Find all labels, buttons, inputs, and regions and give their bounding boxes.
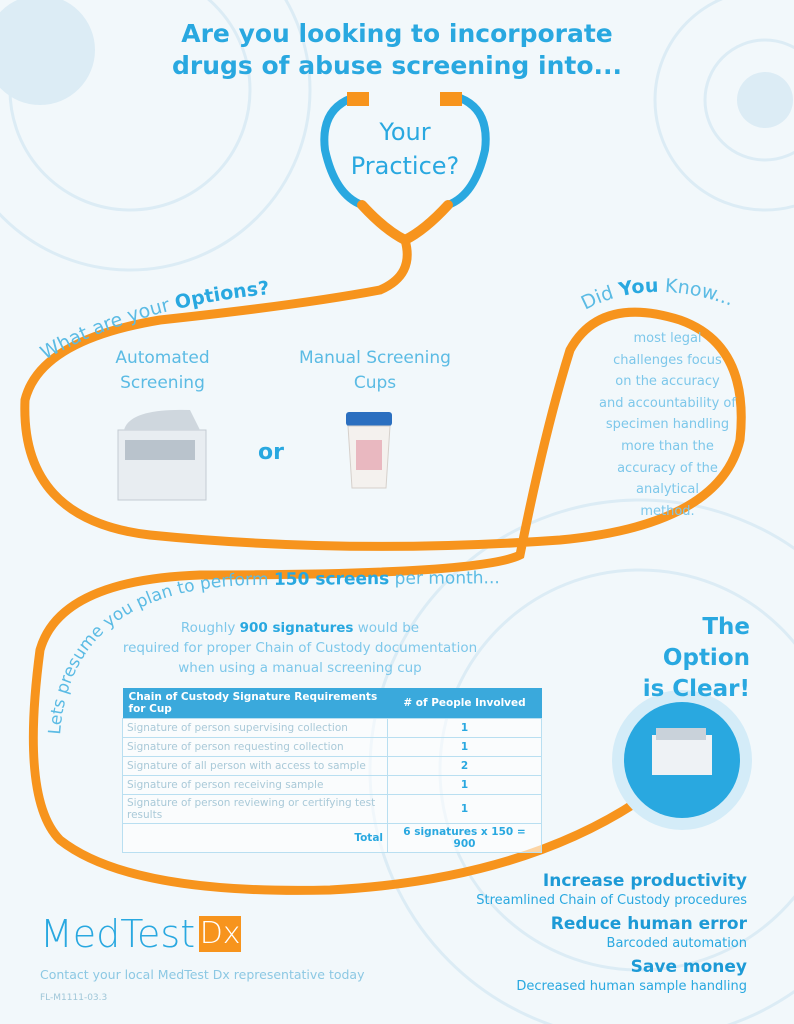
or-text: or	[258, 440, 284, 465]
orange-tube	[20, 235, 746, 895]
benefit-subtitle: Streamlined Chain of Custody procedures	[476, 893, 747, 908]
automated-analyzer-image	[117, 409, 207, 501]
header-requirement: Chain of Custody Signature Requirements …	[122, 688, 388, 719]
total-value: 6 signatures x 150 = 900	[387, 823, 542, 853]
people-count-cell: 1	[387, 775, 542, 795]
benefit-title: Reduce human error	[550, 914, 747, 934]
custody-table: Chain of Custody Signature Requirements …	[122, 688, 542, 853]
analyzer-image-small	[652, 728, 712, 775]
header-people: # of People Involved	[387, 688, 542, 719]
requirement-cell: Signature of all person with access to s…	[122, 756, 388, 776]
requirement-cell: Signature of person supervising collecti…	[122, 718, 388, 738]
total-label: Total	[122, 823, 388, 853]
screening-cup-image	[346, 412, 392, 489]
benefits-list: Increase productivity Streamlined Chain o…	[476, 870, 747, 999]
did-you-know-line: method.	[640, 503, 695, 519]
document-code: FL-M1111-03.3	[40, 993, 108, 1003]
total-row: Total 6 signatures x 150 = 900	[122, 823, 542, 853]
people-count-cell: 1	[387, 718, 542, 738]
table-row: Signature of person reviewing or certify…	[122, 794, 542, 824]
table-row: Signature of person supervising collecti…	[122, 718, 542, 738]
your-practice-text: Your Practice?	[350, 118, 460, 180]
did-you-know-line: challenges focus	[613, 352, 722, 368]
did-you-know-line: most legal	[633, 331, 702, 346]
people-count-cell: 2	[387, 756, 542, 776]
benefit-subtitle: Barcoded automation	[606, 936, 747, 951]
automated-screening-label: Automated Screening	[115, 348, 210, 393]
people-count-cell: 1	[387, 794, 542, 824]
benefit-subtitle: Decreased human sample handling	[516, 979, 747, 994]
table-row: Signature of all person with access to s…	[122, 756, 542, 776]
did-you-know-line: more than the	[621, 438, 714, 454]
did-you-know-line: analytical	[636, 482, 699, 498]
table-row: Signature of person receiving sample 1	[122, 775, 542, 795]
did-you-know-line: and accountability of	[599, 395, 736, 411]
requirement-cell: Signature of person receiving sample	[122, 775, 388, 795]
table-row: Signature of person requesting collectio…	[122, 737, 542, 757]
did-you-know-text: most legal challenges focus on the accurac…	[585, 328, 750, 522]
did-you-know-heading: Did You Know...	[578, 275, 737, 315]
signatures-summary: Roughly 900 signatures would be required…	[122, 620, 478, 676]
people-count-cell: 1	[387, 737, 542, 757]
did-you-know-line: accuracy of the	[617, 460, 718, 476]
manual-cups-label: Manual Screening Cups	[299, 348, 451, 393]
benefit-title: Increase productivity	[542, 871, 747, 891]
requirement-cell: Signature of person requesting collectio…	[122, 737, 388, 757]
requirement-cell: Signature of person reviewing or certify…	[122, 794, 388, 824]
benefit-title: Save money	[630, 957, 747, 977]
page-title: Are you looking to incorporate drugs of a…	[171, 19, 623, 80]
option-is-clear: The Option is Clear!	[642, 614, 750, 702]
medtest-dx-logo: MedTest Dx	[40, 912, 242, 956]
did-you-know-line: on the accuracy	[615, 374, 720, 390]
did-you-know-line: specimen handling	[605, 417, 730, 433]
contact-text: Contact your local MedTest Dx representa…	[40, 967, 365, 982]
